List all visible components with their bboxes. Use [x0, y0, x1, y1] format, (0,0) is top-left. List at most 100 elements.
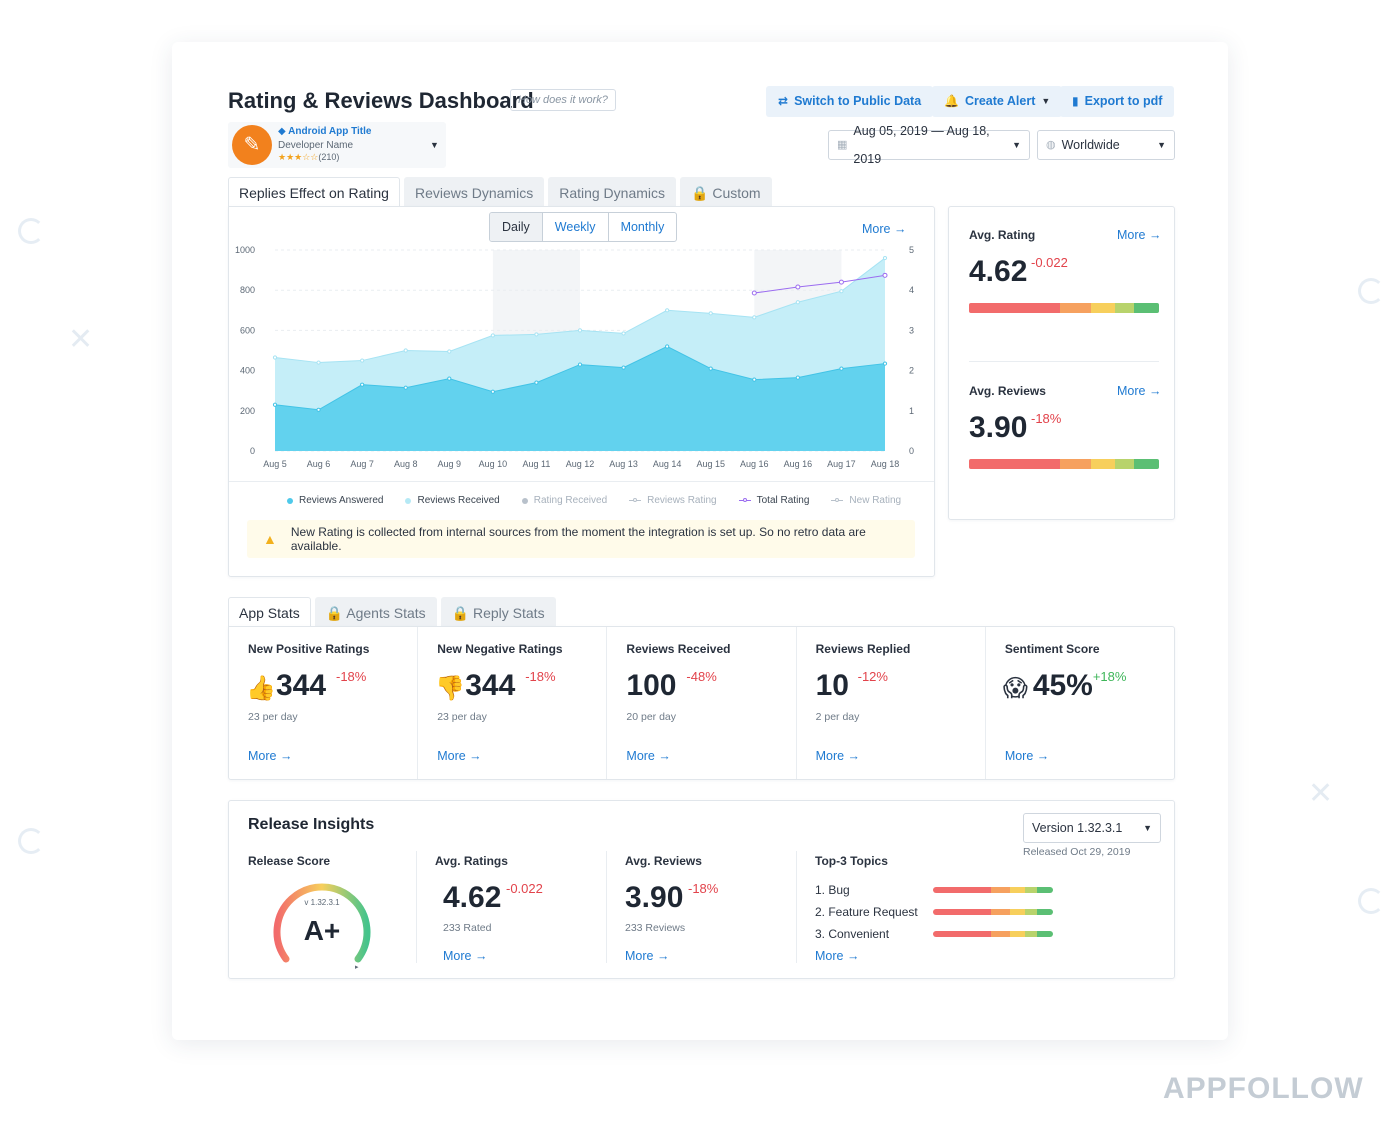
y-right-tick-label: 0 — [909, 446, 914, 456]
bar-segment — [1022, 303, 1061, 313]
topic-row: 1. Bug — [815, 879, 1053, 901]
bar-segment — [969, 459, 1023, 469]
reviews-answered-point — [882, 361, 888, 366]
avg-reviews-label: Avg. Reviews — [969, 384, 1046, 398]
release-avg-ratings-value: 4.62 — [443, 881, 502, 914]
version-select[interactable]: Version 1.32.3.1 ▼ — [1023, 813, 1161, 843]
divider — [416, 851, 417, 963]
topic-sentiment-bar — [933, 931, 1053, 937]
bar-segment — [966, 887, 991, 893]
stat-value: 100 — [626, 669, 677, 702]
export-pdf-button[interactable]: ▮ Export to pdf — [1060, 86, 1175, 117]
period-weekly[interactable]: Weekly — [543, 213, 609, 241]
release-ratings-more-link[interactable]: More → — [443, 949, 488, 963]
stat-more-link[interactable]: More → — [437, 749, 482, 763]
chevron-down-icon: ▼ — [430, 140, 439, 150]
bar-segment — [1009, 909, 1026, 915]
region-select[interactable]: ◍ Worldwide ▼ — [1037, 130, 1175, 160]
date-range-select[interactable]: ▦ Aug 05, 2019 — Aug 18, 2019 ▼ — [828, 124, 1030, 166]
avg-rating-more-link[interactable]: More → — [1117, 228, 1162, 242]
bar-segment — [1115, 459, 1135, 469]
reviews-received-point — [447, 349, 452, 354]
bar-segment — [933, 887, 967, 893]
switch-icon: ⇄ — [778, 94, 789, 108]
bar-segment — [1025, 909, 1038, 915]
legend-item[interactable]: Rating Received — [521, 495, 608, 506]
legend-item[interactable]: Reviews Rating — [629, 495, 717, 506]
stats-tabs: App Stats 🔒 Agents Stats 🔒 Reply Stats — [228, 597, 560, 627]
y-right-tick-label: 1 — [909, 406, 914, 416]
reviews-received-point — [403, 348, 408, 353]
stat-delta: -18% — [336, 669, 367, 684]
legend-marker — [738, 498, 751, 502]
bar-segment — [1025, 887, 1038, 893]
area-chart: 0 200 400 600 800 1000 0 1 2 3 4 5 Aug 5 Aug 6 Aug 7 Au… — [235, 245, 914, 469]
legend-label: Total Rating — [756, 495, 810, 506]
x-tick-label: Aug 16 — [784, 459, 813, 469]
legend-item[interactable]: Reviews Answered — [287, 495, 383, 506]
tab-app-stats[interactable]: App Stats — [228, 597, 311, 627]
bar-segment — [933, 909, 967, 915]
app-selector[interactable]: ✎ ◆ Android App Title Developer Name ★★★… — [228, 122, 446, 168]
stat-more-link[interactable]: More → — [1004, 749, 1050, 763]
bar-segment — [1090, 459, 1116, 469]
x-tick-label: Aug 18 — [871, 459, 900, 469]
tab-rating-dynamics[interactable]: Rating Dynamics — [548, 177, 677, 207]
stat-value: 45% — [1032, 669, 1093, 702]
stat-more-link[interactable]: More → — [626, 749, 671, 763]
x-tick-label: Aug 6 — [307, 459, 331, 469]
tab-reply-stats[interactable]: 🔒 Reply Stats — [440, 597, 556, 627]
reviews-answered-point — [665, 344, 670, 349]
total-rating-point — [882, 272, 888, 278]
stat-label: New Positive Ratings — [248, 642, 370, 656]
bar-segment — [990, 887, 1010, 893]
warning-icon: ▲ — [263, 531, 277, 547]
stat-more-link[interactable]: More → — [815, 749, 861, 763]
lock-icon: 🔒 — [451, 605, 470, 621]
legend-item[interactable]: Reviews Received — [405, 495, 500, 506]
legend-label: Rating Received — [533, 495, 608, 506]
legend-item[interactable]: Total Rating — [738, 495, 810, 506]
stat-card: Sentiment Score 😱 45% +18% More → — [986, 627, 1174, 779]
legend-marker — [521, 497, 528, 504]
topic-sentiment-bar — [933, 887, 1053, 893]
app-stats-panel: New Positive Ratings 👍 344 -18% 23 per day Mo… — [228, 626, 1175, 780]
switch-public-data-button[interactable]: ⇄ Switch to Public Data — [766, 86, 934, 117]
legend-marker — [629, 498, 642, 502]
reviews-received-point — [272, 355, 278, 360]
bar-segment — [1115, 303, 1135, 313]
period-monthly[interactable]: Monthly — [620, 220, 665, 234]
release-reviews-more-link[interactable]: More → — [625, 949, 670, 963]
avg-reviews-more-link[interactable]: More → — [1117, 384, 1162, 398]
stat-emoji-icon: 😱 — [1002, 675, 1028, 702]
decor-ring — [1358, 888, 1384, 914]
stat-emoji-icon: 👎 — [435, 675, 466, 702]
chevron-down-icon: ▼ — [1157, 140, 1166, 150]
topics-more-link[interactable]: More → — [815, 949, 860, 963]
chart-more-link[interactable]: More → — [862, 222, 907, 236]
period-daily[interactable]: Daily — [490, 213, 543, 241]
x-tick-label: Aug 14 — [653, 459, 682, 469]
x-tick-label: Aug 5 — [263, 459, 287, 469]
create-alert-button[interactable]: 🔔 Create Alert ▼ — [932, 86, 1063, 117]
stat-label: Reviews Received — [626, 642, 731, 656]
dashboard-card: Rating & Reviews Dashboard How does it w… — [172, 42, 1228, 1040]
legend-item[interactable]: New Rating — [831, 495, 901, 506]
tab-agents-stats[interactable]: 🔒 Agents Stats — [314, 597, 437, 627]
y-left-tick-label: 1000 — [235, 245, 255, 255]
reviews-answered-point — [621, 365, 626, 370]
reviews-answered-point — [360, 382, 365, 387]
tab-reviews-dynamics[interactable]: Reviews Dynamics — [403, 177, 545, 207]
help-link[interactable]: How does it work? — [510, 89, 616, 111]
release-score-gauge: ▸ — [273, 883, 371, 971]
tab-custom[interactable]: 🔒 Custom — [680, 177, 772, 207]
bar-segment — [966, 931, 991, 937]
developer-name: Developer Name — [278, 140, 354, 151]
stat-more-link[interactable]: More → — [248, 749, 293, 763]
decor-ring — [18, 218, 44, 244]
tab-replies-effect[interactable]: Replies Effect on Rating — [228, 177, 400, 207]
y-left-tick-label: 600 — [240, 325, 255, 335]
divider — [969, 361, 1159, 362]
release-avg-ratings-delta: -0.022 — [506, 881, 543, 896]
reviews-answered-point — [795, 375, 800, 380]
